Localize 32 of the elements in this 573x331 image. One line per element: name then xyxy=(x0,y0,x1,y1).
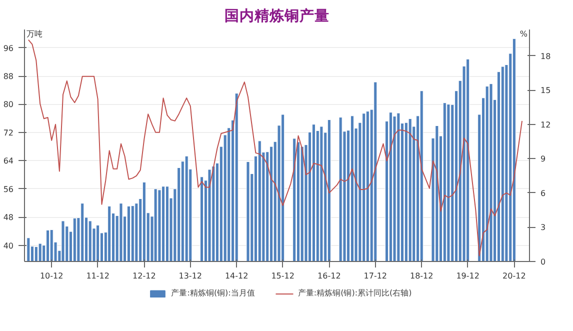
y-tick-label: 40 xyxy=(3,241,14,250)
x-tick-label: 17-12 xyxy=(364,272,388,280)
y-tick-label: 80 xyxy=(3,100,14,110)
y2-tick-label: 0 xyxy=(540,258,546,266)
x-tick-label: 15-12 xyxy=(271,272,294,280)
x-tick-label: 10-12 xyxy=(40,272,64,280)
x-tick-label: 20-12 xyxy=(502,272,526,280)
x-tick-label: 12-12 xyxy=(132,272,156,280)
line-series xyxy=(28,39,523,256)
y2-tick-label: 9 xyxy=(540,154,546,164)
y-tick-label: 56 xyxy=(3,184,14,194)
chart-title: 国内精炼铜产量 xyxy=(224,8,330,24)
x-tick-label: 18-12 xyxy=(410,272,434,280)
y-tick-label: 88 xyxy=(3,72,14,82)
y-tick-label: 64 xyxy=(3,156,14,166)
y2-tick-label: 3 xyxy=(540,223,546,232)
y2-tick-label: 18 xyxy=(540,52,551,61)
y-tick-label: 48 xyxy=(3,213,14,222)
y-tick-label: 72 xyxy=(3,128,14,138)
x-tick-label: 16-12 xyxy=(318,272,341,280)
x-tick-label: 14-12 xyxy=(224,272,248,280)
y-tick-label: 96 xyxy=(3,44,14,53)
y2-tick-label: 12 xyxy=(540,120,551,130)
y2-tick-label: 6 xyxy=(540,188,546,198)
x-tick-label: 13-12 xyxy=(178,272,202,280)
y2-axis-title: % xyxy=(520,30,528,38)
legend-label: 产量:精炼铜(铜):累计同比(右轴) xyxy=(298,288,412,298)
y-axis-title: 万吨 xyxy=(26,30,42,38)
legend-label: 产量:精炼铜(铜):当月值 xyxy=(171,288,255,298)
x-tick-label: 19-12 xyxy=(456,272,480,280)
x-tick-label: 11-12 xyxy=(86,272,110,280)
y2-tick-label: 15 xyxy=(540,86,551,96)
